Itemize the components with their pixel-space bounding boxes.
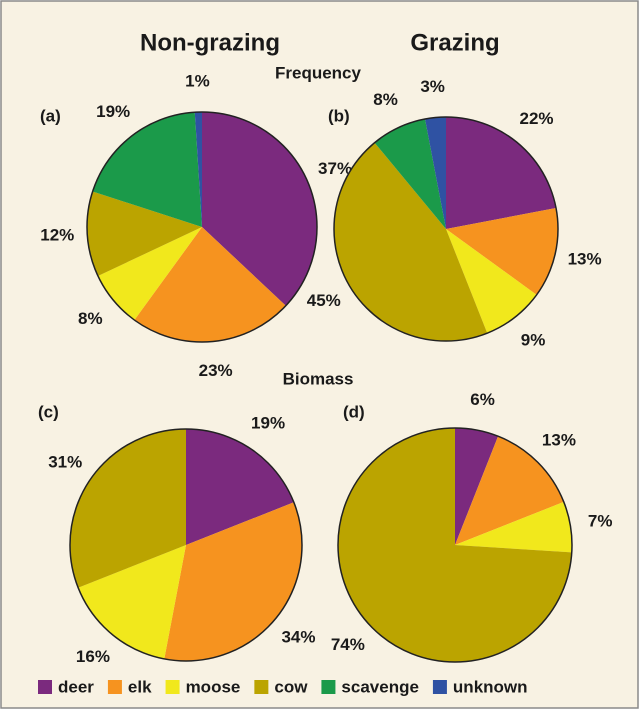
slice-label: 1% — [185, 72, 210, 91]
legend-label: elk — [128, 677, 152, 696]
slice-label: 34% — [281, 628, 315, 647]
slice-label: 13% — [542, 431, 576, 450]
pie-slice — [202, 112, 317, 306]
slice-label: 23% — [199, 361, 233, 380]
row-title: Biomass — [283, 369, 354, 388]
pie-slice — [455, 428, 499, 545]
panel-label: (c) — [38, 402, 59, 421]
pie-slice — [164, 502, 302, 661]
slice-label: 13% — [568, 249, 602, 268]
slice-label: 19% — [251, 414, 285, 433]
slice-label: 19% — [96, 102, 130, 121]
slice-label: 37% — [318, 159, 352, 178]
pie-slice — [446, 117, 557, 229]
slice-label: 45% — [307, 291, 341, 310]
slice-label: 16% — [76, 647, 110, 666]
slice-label: 31% — [48, 452, 82, 471]
slice-label: 8% — [373, 90, 398, 109]
pie-slice — [86, 191, 202, 276]
pie-slice — [333, 142, 488, 342]
column-title: Non-grazing — [140, 29, 280, 56]
legend-swatch — [321, 680, 336, 694]
slice-label: 6% — [470, 390, 495, 409]
row-title: Frequency — [275, 63, 362, 82]
legend-swatch — [432, 680, 447, 694]
legend-label: cow — [274, 677, 308, 696]
pie-slice — [97, 227, 202, 321]
panel-label: (a) — [40, 106, 61, 125]
legend-label: deer — [58, 677, 94, 696]
pie-outline — [69, 428, 303, 662]
pie-slice — [446, 229, 537, 334]
pie-outline — [333, 116, 559, 342]
legend-label: unknown — [453, 677, 528, 696]
slice-label: 7% — [588, 511, 613, 530]
pie-slice — [134, 227, 286, 342]
slice-label: 22% — [519, 109, 553, 128]
pie-outline — [337, 427, 573, 663]
slice-label: 8% — [78, 309, 103, 328]
panel-label: (b) — [328, 106, 350, 125]
pie-slice — [78, 545, 186, 659]
slice-label: 3% — [420, 77, 445, 96]
pie-slice — [425, 117, 446, 229]
legend-label: moose — [186, 677, 241, 696]
pie-slice — [338, 428, 572, 662]
pie-outline — [86, 111, 318, 343]
pie-slice — [446, 208, 558, 295]
legend-swatch — [165, 680, 180, 694]
legend-swatch — [38, 680, 52, 694]
legend-swatch — [107, 680, 122, 694]
pie-slice — [92, 112, 202, 227]
slice-label: 9% — [521, 331, 546, 350]
panel-label: (d) — [343, 402, 365, 421]
slice-label: 74% — [331, 635, 365, 654]
pie-slice — [186, 429, 294, 545]
pie-slice — [455, 436, 564, 545]
pie-slice — [455, 501, 572, 553]
pie-slice — [374, 118, 446, 229]
slice-label: 12% — [40, 226, 74, 245]
legend-label: scavenge — [341, 677, 419, 696]
pie-slice — [194, 112, 202, 227]
legend-swatch — [254, 680, 269, 694]
column-title: Grazing — [410, 29, 499, 56]
